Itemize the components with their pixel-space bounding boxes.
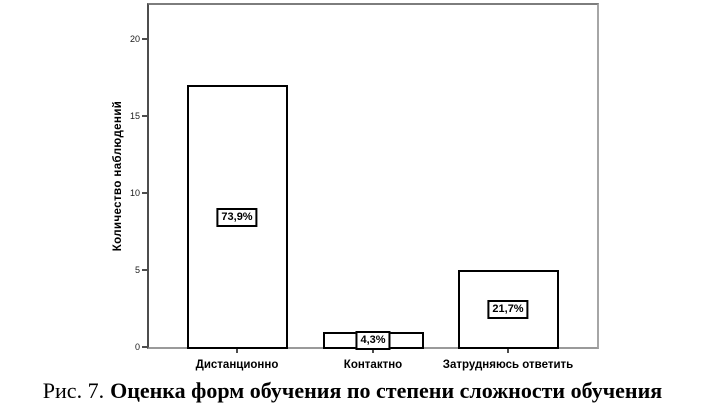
y-tick-label: 0: [134, 342, 140, 352]
x-axis-category-label: Контактно: [343, 359, 403, 371]
x-axis-category-label: Дистанционно: [195, 359, 279, 371]
y-tick-label: 10: [129, 187, 140, 198]
caption-title: Оценка форм обучения по степени сложност…: [110, 378, 663, 403]
x-axis-category-label: Затрудняюсь ответить: [442, 359, 574, 371]
y-tick-label: 20: [129, 33, 140, 44]
y-tick-mark: [142, 191, 147, 194]
y-axis-title: Количество наблюдений: [112, 100, 124, 252]
bar-value-label: 4,3%: [355, 330, 391, 350]
y-tick-label: 15: [129, 110, 140, 121]
y-tick-label: 5: [134, 264, 140, 275]
figure-caption: Рис. 7. Оценка форм обучения по степени с…: [0, 377, 705, 406]
bar-value-label: 73,9%: [216, 207, 258, 227]
x-tick-mark: [372, 349, 374, 353]
x-tick-mark: [236, 349, 238, 353]
bar-value-label: 21,7%: [487, 300, 529, 319]
y-tick-mark: [142, 37, 147, 40]
y-tick-mark: [142, 268, 147, 271]
y-tick-mark: [142, 346, 147, 348]
caption-number: Рис. 7.: [42, 378, 105, 403]
plot-area: 0 5 10 15 20 73,9% Дистанционно 4,3% Контактно 21…: [130, 3, 599, 371]
y-tick-mark: [142, 114, 147, 117]
x-tick-mark: [507, 349, 509, 353]
